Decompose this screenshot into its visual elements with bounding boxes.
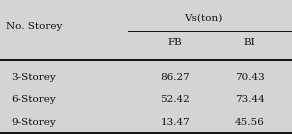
Text: 13.47: 13.47 <box>160 118 190 127</box>
Text: FB: FB <box>168 38 182 47</box>
Text: 70.43: 70.43 <box>235 72 265 82</box>
Text: 73.44: 73.44 <box>235 95 265 104</box>
Text: BI: BI <box>244 38 256 47</box>
Text: 3-Storey: 3-Storey <box>12 72 56 82</box>
Text: 6-Storey: 6-Storey <box>12 95 56 104</box>
Text: 52.42: 52.42 <box>160 95 190 104</box>
Text: Vs(ton): Vs(ton) <box>184 13 222 22</box>
Text: No. Storey: No. Storey <box>6 22 62 31</box>
Text: 45.56: 45.56 <box>235 118 265 127</box>
Text: 9-Storey: 9-Storey <box>12 118 56 127</box>
Text: 86.27: 86.27 <box>160 72 190 82</box>
